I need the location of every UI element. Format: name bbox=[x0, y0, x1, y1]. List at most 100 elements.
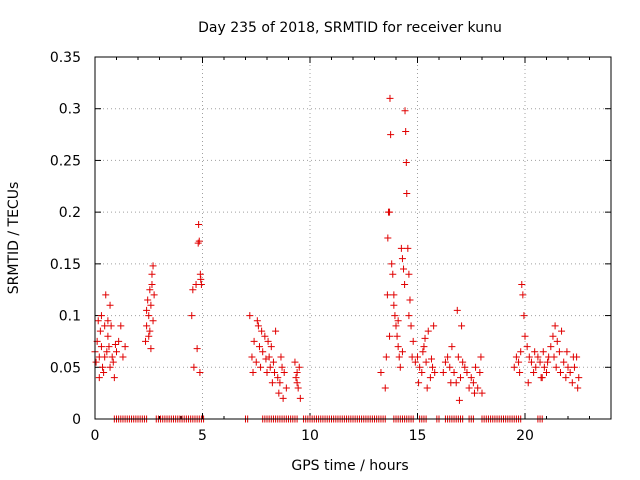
data-point bbox=[404, 244, 412, 252]
data-point bbox=[101, 322, 109, 330]
data-point bbox=[431, 368, 439, 376]
data-point bbox=[510, 363, 518, 371]
data-point bbox=[453, 306, 461, 314]
data-point bbox=[197, 275, 205, 283]
x-tick-label: 10 bbox=[301, 428, 319, 444]
data-point bbox=[429, 363, 437, 371]
data-point bbox=[409, 337, 417, 345]
data-point bbox=[115, 337, 123, 345]
data-point bbox=[540, 363, 548, 371]
data-point bbox=[422, 358, 430, 366]
data-point bbox=[446, 363, 454, 371]
data-point bbox=[148, 270, 156, 278]
data-point bbox=[269, 358, 277, 366]
data-point bbox=[279, 394, 287, 402]
data-point bbox=[430, 322, 438, 330]
data-point bbox=[416, 363, 424, 371]
data-point bbox=[517, 348, 525, 356]
data-point bbox=[113, 348, 120, 356]
data-point bbox=[457, 374, 464, 382]
data-point bbox=[520, 312, 528, 320]
data-point bbox=[264, 337, 272, 345]
data-point bbox=[295, 363, 303, 371]
data-point bbox=[196, 368, 204, 376]
data-point bbox=[105, 343, 113, 351]
data-point bbox=[519, 291, 527, 299]
y-tick-label: 0.05 bbox=[50, 360, 81, 376]
data-point bbox=[390, 291, 398, 299]
data-point bbox=[250, 337, 258, 345]
data-point bbox=[263, 368, 271, 376]
data-point bbox=[469, 379, 477, 387]
data-point bbox=[553, 337, 561, 345]
data-point bbox=[549, 332, 557, 340]
grid-lines bbox=[95, 57, 611, 419]
data-point bbox=[252, 358, 260, 366]
data-points bbox=[91, 94, 583, 423]
data-point bbox=[147, 301, 155, 309]
data-point bbox=[447, 379, 455, 387]
data-point bbox=[441, 358, 449, 366]
data-point bbox=[197, 281, 205, 289]
data-point bbox=[465, 384, 473, 392]
y-tick-labels: 0 0.05 0.1 0.15 0.2 0.25 0.3 0.35 bbox=[50, 50, 81, 428]
data-point bbox=[467, 374, 475, 382]
data-point bbox=[555, 348, 563, 356]
data-point bbox=[543, 368, 550, 376]
data-point bbox=[195, 221, 203, 229]
data-point bbox=[94, 317, 102, 325]
data-point bbox=[381, 384, 389, 392]
data-point bbox=[407, 322, 415, 330]
data-point bbox=[383, 291, 391, 299]
data-point bbox=[396, 363, 404, 371]
data-point bbox=[246, 312, 254, 320]
data-point bbox=[391, 312, 399, 320]
data-point bbox=[568, 379, 576, 387]
data-point bbox=[190, 363, 198, 371]
data-point bbox=[478, 389, 486, 397]
data-point bbox=[195, 237, 203, 245]
x-axis-label: GPS time / hours bbox=[291, 458, 408, 474]
y-tick-label: 0.1 bbox=[59, 309, 81, 325]
data-point bbox=[109, 358, 117, 366]
data-point bbox=[439, 368, 447, 376]
data-point bbox=[418, 368, 426, 376]
data-point bbox=[566, 368, 574, 376]
data-point bbox=[193, 345, 201, 353]
data-point bbox=[148, 281, 156, 289]
data-point bbox=[278, 363, 286, 371]
data-point bbox=[470, 389, 478, 397]
y-tick-label: 0.2 bbox=[59, 205, 81, 221]
data-point bbox=[463, 368, 471, 376]
data-point bbox=[547, 343, 555, 351]
data-point bbox=[539, 348, 547, 356]
data-point bbox=[393, 332, 401, 340]
data-point bbox=[472, 363, 480, 371]
data-point bbox=[143, 322, 151, 330]
y-tick-label: 0.3 bbox=[59, 102, 81, 118]
data-point bbox=[477, 353, 485, 361]
data-point bbox=[420, 343, 428, 351]
data-point bbox=[262, 355, 270, 363]
data-point bbox=[386, 94, 394, 102]
data-point bbox=[255, 343, 263, 351]
y-tick-label: 0.25 bbox=[50, 153, 81, 169]
data-point bbox=[421, 334, 429, 342]
data-point bbox=[117, 322, 125, 330]
data-point bbox=[458, 322, 466, 330]
data-point bbox=[551, 322, 559, 330]
data-point bbox=[530, 368, 538, 376]
data-point bbox=[402, 127, 410, 135]
data-point bbox=[424, 327, 432, 335]
data-point bbox=[95, 374, 103, 382]
data-point bbox=[401, 107, 409, 115]
y-tick-label: 0.35 bbox=[50, 50, 81, 66]
data-point bbox=[527, 358, 535, 366]
data-point bbox=[145, 312, 153, 320]
data-point bbox=[564, 363, 572, 371]
data-point bbox=[389, 270, 397, 278]
data-point bbox=[408, 353, 416, 361]
data-point bbox=[92, 358, 100, 366]
data-point bbox=[266, 363, 274, 371]
